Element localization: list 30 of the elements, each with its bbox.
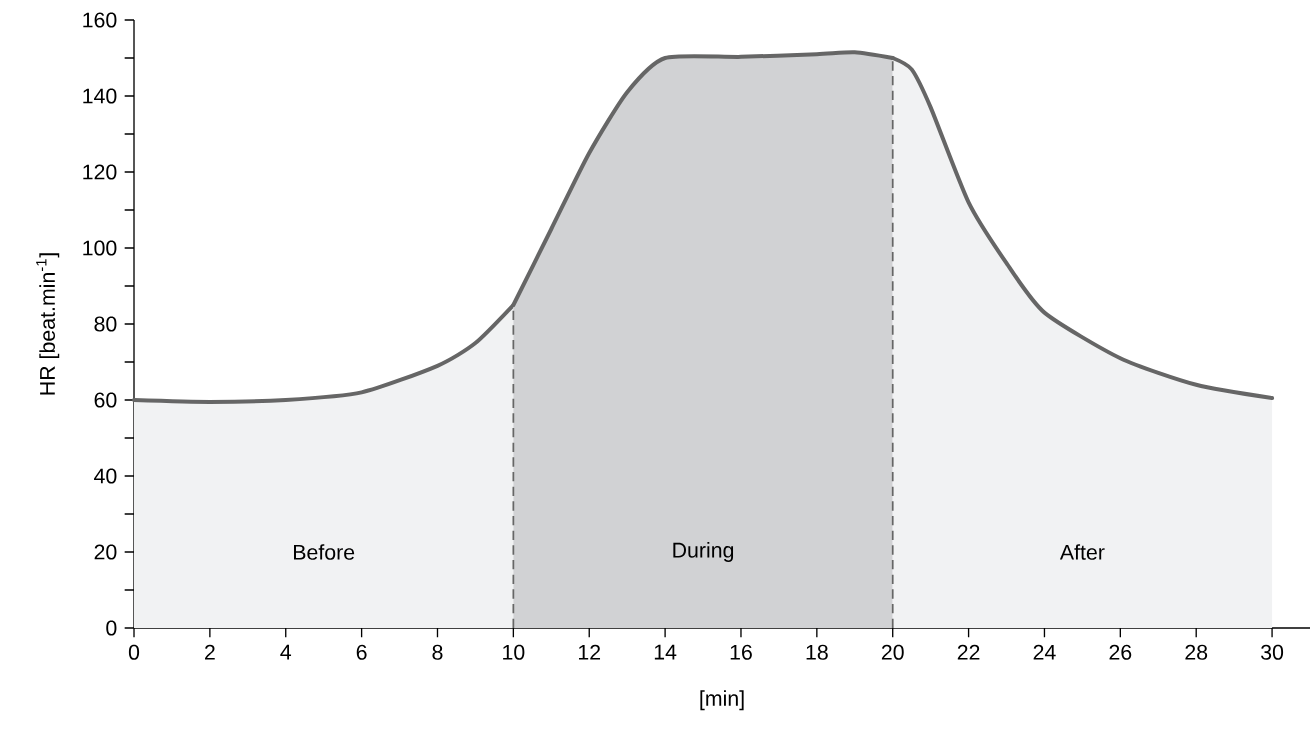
x-tick-label: 6 — [356, 644, 367, 660]
y-tick-label: 40 — [94, 468, 117, 484]
x-tick-label: 2 — [205, 644, 215, 660]
x-tick-label: 22 — [957, 644, 980, 660]
annotation: During — [673, 542, 734, 562]
x-axis-title: [min] — [700, 690, 744, 711]
x-tick-label: 28 — [1185, 644, 1208, 660]
x-tick-label: 8 — [432, 644, 443, 660]
y-axis-title: HR [beat.min$^{-1}$] — [36, 253, 60, 395]
x-tick-label: 0 — [128, 644, 140, 660]
x-tick-label: 26 — [1109, 644, 1132, 660]
x-tick-label: 14 — [654, 644, 677, 660]
y-tick-label: 140 — [83, 88, 117, 104]
x-tick-label: 18 — [806, 644, 828, 660]
x-tick-label: 4 — [280, 644, 292, 660]
x-tick-label: 12 — [579, 644, 601, 660]
x-tick-label: 24 — [1033, 644, 1056, 660]
annotation: Before — [294, 544, 355, 560]
y-tick-label: 0 — [106, 620, 117, 636]
y-tick-label: 20 — [94, 544, 117, 560]
x-tick-label: 16 — [730, 644, 752, 660]
x-tick-label: 30 — [1261, 644, 1284, 660]
y-tick-label: 80 — [94, 316, 117, 332]
y-tick-label: 60 — [94, 392, 117, 408]
y-tick-label: 100 — [83, 240, 117, 256]
x-tick-label: 20 — [881, 644, 904, 660]
y-tick-label: 160 — [83, 12, 117, 28]
annotation: After — [1059, 544, 1105, 560]
y-tick-label: 120 — [83, 164, 117, 180]
x-tick-label: 10 — [503, 644, 525, 660]
